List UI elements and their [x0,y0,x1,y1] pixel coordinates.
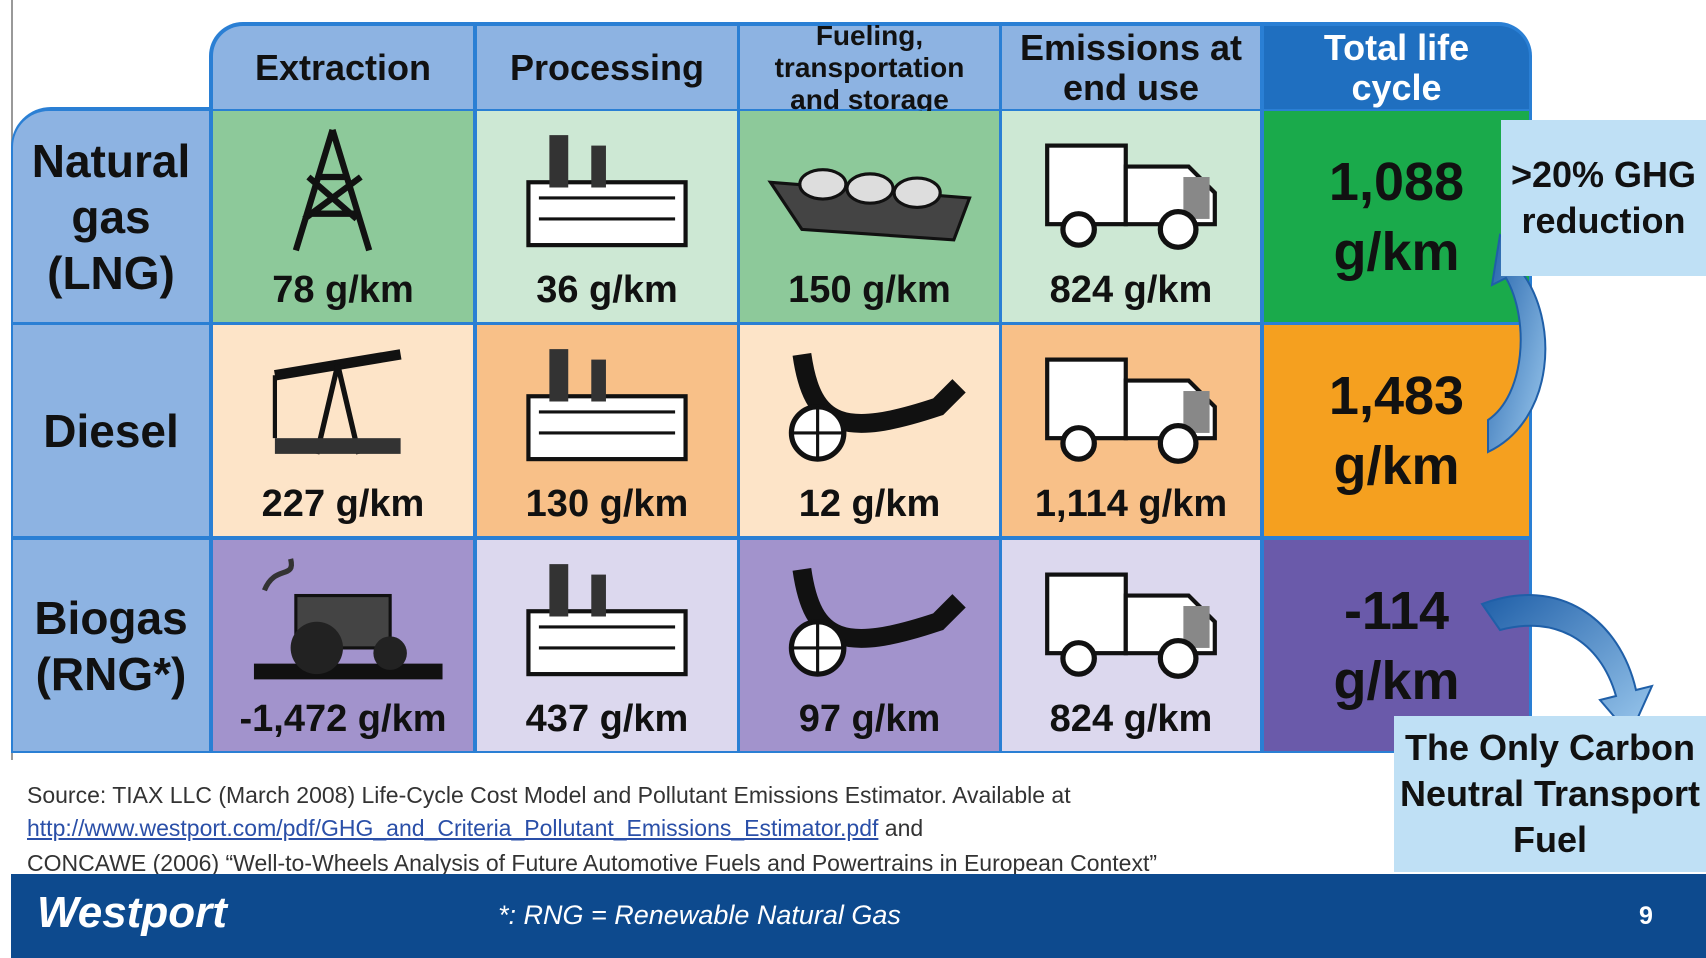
slide: ExtractionProcessingFueling, transportat… [0,0,1706,958]
source-text: Source: TIAX LLC (March 2008) Life-Cycle… [27,782,1071,808]
source-text: and [885,815,923,841]
source-line-3: CONCAWE (2006) “Well-to-Wheels Analysis … [27,850,1157,877]
footnote: *: RNG = Renewable Natural Gas [498,900,901,931]
page-number: 9 [1639,902,1653,931]
source-line-2: http://www.westport.com/pdf/GHG_and_Crit… [27,815,923,842]
source-link[interactable]: http://www.westport.com/pdf/GHG_and_Crit… [27,815,878,841]
callout-text: The Only Carbon Neutral Transport Fuel [1394,725,1706,863]
logo: Westport [37,888,227,938]
footer-bar: Westport *: RNG = Renewable Natural Gas … [11,874,1706,958]
source-line-1: Source: TIAX LLC (March 2008) Life-Cycle… [27,782,1071,809]
callout-text: >20% GHG reduction [1501,152,1706,244]
source-text: CONCAWE (2006) “Well-to-Wheels Analysis … [27,850,1157,876]
arrow-neutral [1482,595,1652,735]
callout-neutral: The Only Carbon Neutral Transport Fuel [1394,716,1706,872]
callout-reduction: >20% GHG reduction [1501,120,1706,276]
